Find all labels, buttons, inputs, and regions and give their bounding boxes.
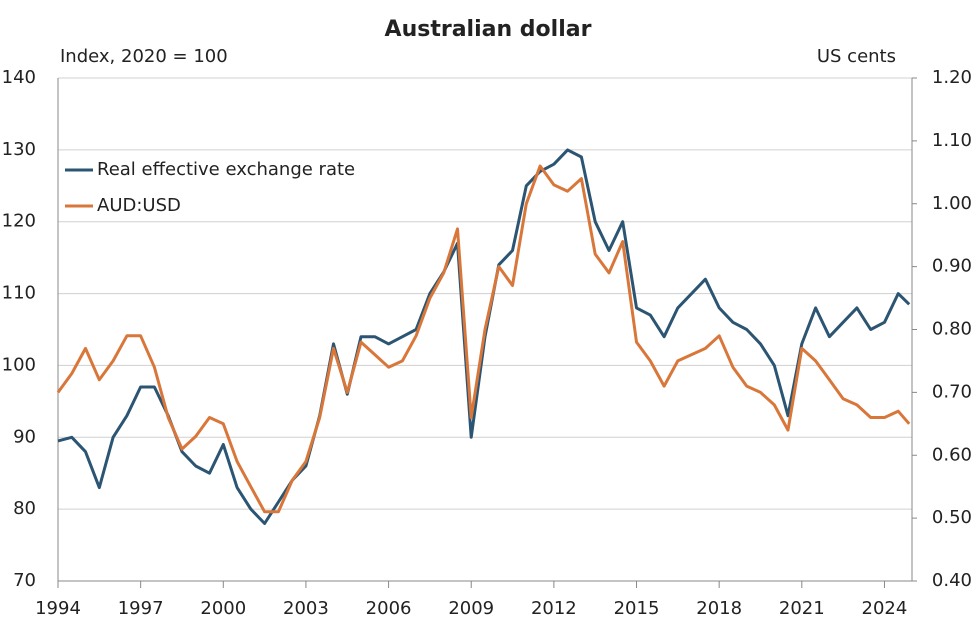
x-tick-label: 1997	[118, 598, 164, 619]
x-tick-label: 2018	[696, 598, 742, 619]
y-tick-label: 120	[2, 211, 36, 232]
y2-axis-label: US cents	[817, 46, 896, 67]
x-tick-label: 2012	[531, 598, 577, 619]
y-tick-label: 100	[2, 354, 36, 375]
y-axis-label: Index, 2020 = 100	[60, 46, 228, 67]
x-tick-label: 2009	[448, 598, 494, 619]
y-tick-label: 140	[2, 67, 36, 88]
chart-title: Australian dollar	[385, 17, 592, 42]
y2-tick-label: 0.90	[932, 256, 972, 277]
x-tick-label: 2015	[614, 598, 660, 619]
y2-tick-label: 1.00	[932, 193, 972, 214]
x-tick-label: 2021	[779, 598, 825, 619]
y2-tick-label: 1.20	[932, 67, 972, 88]
x-tick-label: 1994	[35, 598, 81, 619]
y2-tick-label: 1.10	[932, 130, 972, 151]
legend-label: AUD:USD	[97, 195, 181, 216]
x-tick-label: 2003	[283, 598, 329, 619]
y-tick-label: 110	[2, 283, 36, 304]
y2-tick-label: 0.50	[932, 507, 972, 528]
y-tick-label: 80	[13, 498, 36, 519]
y2-tick-label: 0.40	[932, 570, 972, 591]
y2-tick-label: 0.80	[932, 319, 972, 340]
x-tick-label: 2024	[862, 598, 908, 619]
y2-tick-label: 0.70	[932, 381, 972, 402]
y-tick-label: 70	[13, 570, 36, 591]
y-tick-label: 90	[13, 426, 36, 447]
x-tick-label: 2000	[200, 598, 246, 619]
x-tick-label: 2006	[366, 598, 412, 619]
y-tick-label: 130	[2, 139, 36, 160]
series-line	[56, 164, 911, 514]
y2-tick-label: 0.60	[932, 444, 972, 465]
legend-label: Real effective exchange rate	[97, 159, 355, 180]
